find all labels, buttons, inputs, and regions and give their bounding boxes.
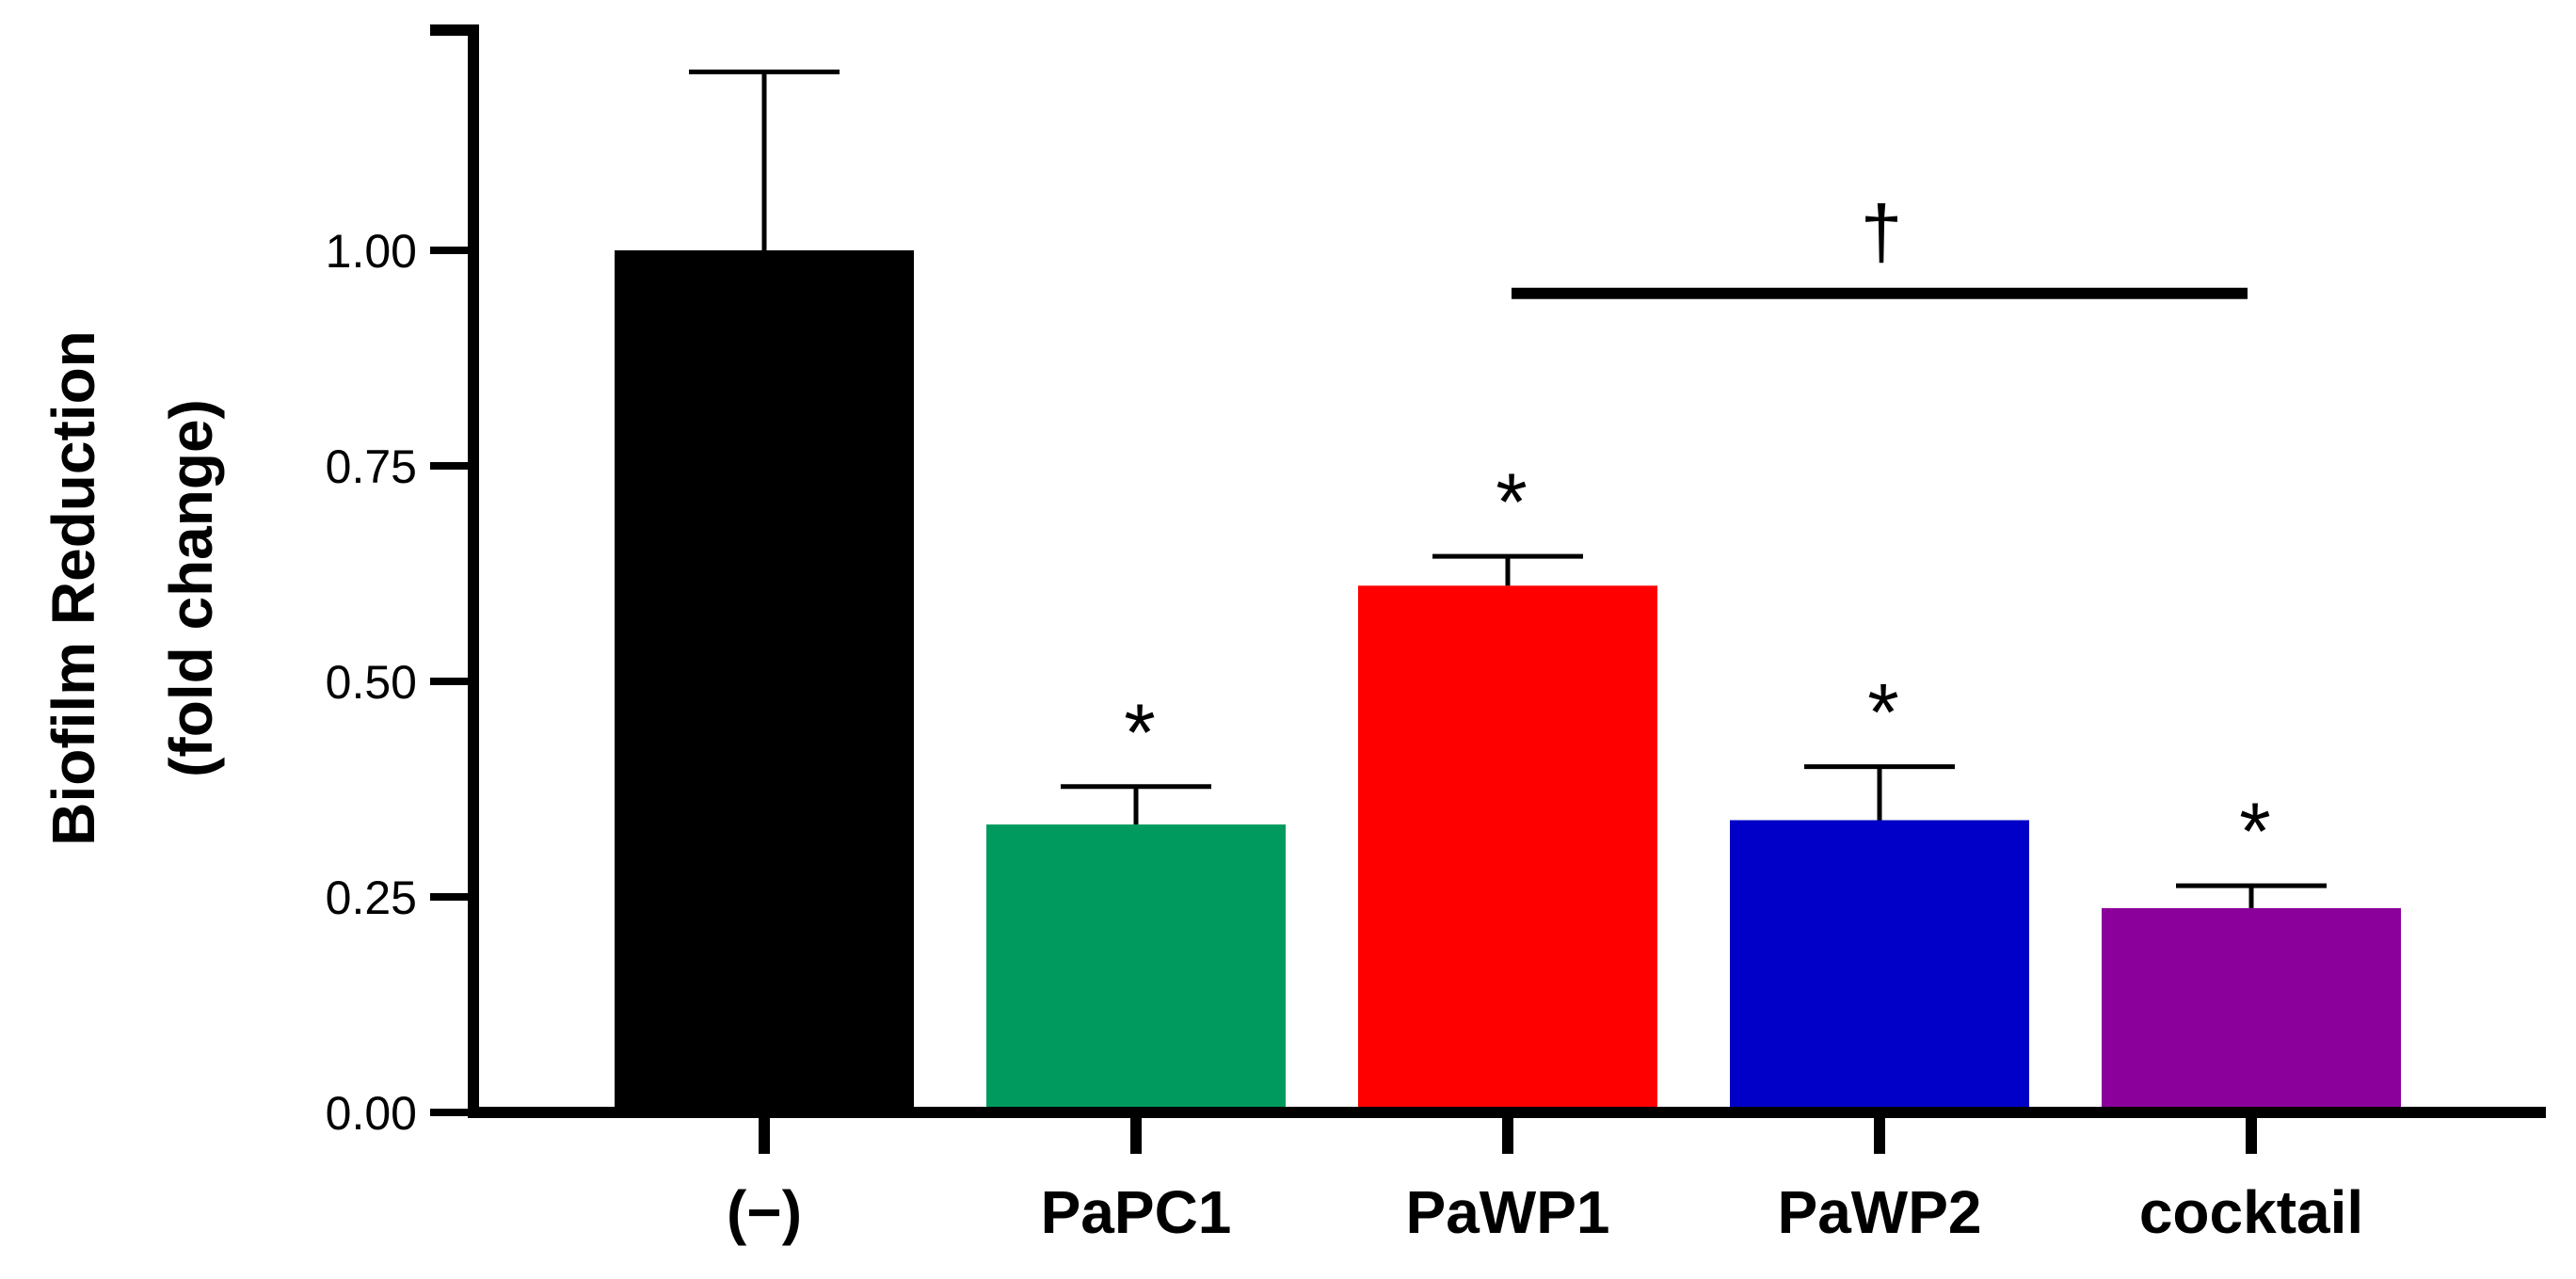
significance-asterisk-papc1: * [1124,688,1155,778]
bar-negative-control [615,250,914,1112]
y-tick-label-2: 0.50 [326,656,417,709]
bar-cocktail [2102,907,2401,1112]
axes-layer [430,24,2546,1154]
x-tick-label-cocktail: cocktail [2139,1178,2363,1246]
y-axis-title-line-1: Biofilm Reduction [40,330,107,846]
x-tick-label-pawp1: PaWP1 [1406,1178,1610,1246]
x-tick-label-papc1: PaPC1 [1041,1178,1232,1246]
y-axis-title-group: Biofilm Reduction (fold change) [40,330,225,846]
bar-papc1 [986,824,1286,1112]
significance-asterisk-cocktail: * [2239,787,2270,877]
significance-asterisk-pawp1: * [1496,457,1527,548]
x-tick-label-negative-control: (−) [727,1178,802,1246]
significance-asterisk-pawp2: * [1867,668,1898,759]
error-bars-layer [689,69,2327,908]
y-axis-title-line-2: (fold change) [157,399,225,777]
comparison-dagger: † [1861,190,1903,274]
bar-pawp2 [1730,820,2029,1112]
bars-layer [615,250,2401,1112]
labels-layer: (−) PaPC1 PaWP1 PaWP2 cocktail 0.00 0.25 0.50 0.… [326,225,2364,1246]
annotations-layer: * * * * † [1124,190,2270,877]
y-tick-label-4: 1.00 [326,225,417,278]
y-tick-label-3: 0.75 [326,440,417,493]
y-tick-label-0: 0.00 [326,1087,417,1140]
bar-pawp1 [1358,585,1657,1112]
x-tick-label-pawp2: PaWP2 [1778,1178,1982,1246]
y-tick-label-1: 0.25 [326,871,417,924]
